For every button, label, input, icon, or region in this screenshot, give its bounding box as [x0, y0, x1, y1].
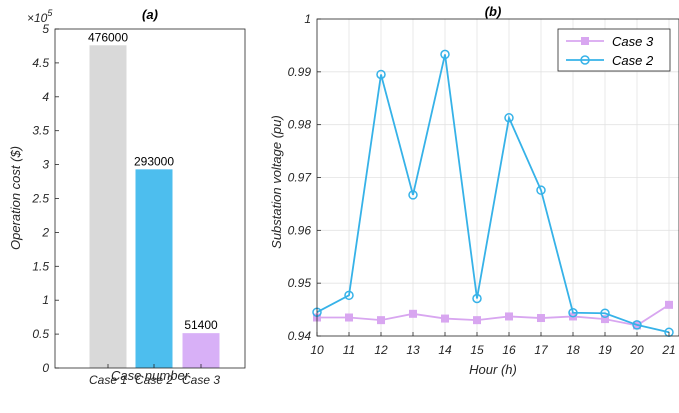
- line-series-group: [312, 49, 674, 338]
- line-y-tick-label: 0.95: [288, 276, 312, 290]
- bar-x-tick-label: Case 2: [135, 373, 173, 387]
- bar-y-tick-label: 2.5: [31, 192, 49, 206]
- line-x-tick-label: 16: [502, 343, 516, 357]
- line-x-tick-label: 18: [566, 343, 580, 357]
- series-case-3-point: [345, 313, 353, 322]
- line-x-ticks: 10 11 12 13 14 15 16 17 18 19 20 21: [310, 332, 676, 357]
- series-case-3-point: [377, 316, 385, 325]
- exponent-label: ×105: [27, 8, 53, 25]
- bar-y-tick-label: 2: [41, 225, 49, 239]
- line-chart-title: (b): [485, 4, 502, 19]
- bar-2: [135, 169, 173, 368]
- legend-case-3-label: Case 3: [612, 34, 654, 49]
- line-y-ticks: 0.94 0.95 0.96 0.97 0.98 0.99 1: [288, 12, 321, 343]
- line-y-tick-label: 0.97: [288, 171, 313, 185]
- bar-1: [89, 45, 127, 368]
- series-case-2-point: [504, 113, 514, 123]
- line-y-tick-label: 0.96: [288, 223, 312, 237]
- bar-y-tick-label: 3.5: [32, 124, 49, 138]
- bar-3: [182, 333, 220, 368]
- series-case-3-point: [505, 312, 513, 321]
- series-case-3-point: [409, 309, 417, 318]
- bar-x-ticks: Case 1 Case 2 Case 3: [89, 364, 220, 387]
- series-case-2-point: [568, 308, 578, 318]
- series-case-3-line: [317, 304, 670, 327]
- series-case-2-point: [408, 190, 418, 200]
- series-case-2-point: [600, 308, 610, 319]
- line-x-tick-label: 15: [470, 343, 484, 357]
- bar-y-tick-label: 1.5: [32, 259, 49, 273]
- bar-y-tick-label: 4.5: [32, 56, 49, 70]
- bar-series: 476000 293000 51400: [88, 30, 220, 368]
- series-case-3-point: [665, 300, 673, 309]
- line-x-tick-label: 19: [598, 343, 612, 357]
- series-case-2: [312, 49, 674, 338]
- line-y-tick-label: 0.98: [288, 118, 312, 132]
- bar-x-tick-label: Case 1: [89, 373, 127, 387]
- series-case-2-line: [316, 54, 670, 334]
- bar-y-tick-label: 5: [42, 22, 49, 36]
- series-case-2-point: [376, 69, 386, 80]
- line-x-tick-label: 10: [310, 343, 324, 357]
- bar-y-tick-label: 1: [42, 293, 49, 307]
- series-case-3: [313, 300, 673, 330]
- line-x-tick-label: 20: [629, 343, 644, 357]
- line-x-tick-label: 13: [406, 343, 420, 357]
- series-case-2-point: [344, 290, 354, 301]
- bar-y-axis-label: Operation cost ($): [8, 146, 23, 250]
- line-x-axis-label: Hour (h): [469, 362, 517, 377]
- legend-case-3-marker: [581, 37, 589, 45]
- line-x-tick-label: 12: [374, 343, 388, 357]
- bar-y-tick-label: 3: [42, 158, 49, 172]
- bar-y-tick-label: 4: [42, 90, 49, 104]
- series-case-2-point: [536, 185, 546, 195]
- line-y-tick-label: 1: [304, 12, 311, 26]
- legend-case-2-marker: [580, 55, 590, 65]
- line-chart-panel: (b) 0.94 0.95 0.96 0.97 0.98 0.99 1 10 11 12 13 14…: [269, 4, 679, 377]
- series-case-3-point: [601, 315, 609, 324]
- line-x-tick-label: 21: [661, 343, 675, 357]
- line-y-axis-label: Substation voltage (pu): [269, 115, 284, 249]
- bar-data-label: 476000: [88, 30, 128, 44]
- series-case-2-point: [632, 320, 642, 330]
- line-legend: Case 3 Case 2: [557, 28, 671, 72]
- bar-y-ticks: 0 0.5 1 1.5 2 2.5 3 3.5 4 4.5 5: [31, 22, 59, 375]
- bar-chart-panel: (a) ×105 476000 293000 51400 0 0.5 1 1.5 2 2.5 3…: [8, 7, 246, 387]
- series-case-3-point: [473, 316, 481, 325]
- bar-data-label: 293000: [134, 154, 174, 168]
- series-case-2-point: [440, 49, 450, 60]
- bar-data-label: 51400: [184, 318, 218, 332]
- series-case-3-point: [537, 314, 545, 323]
- legend-box: [557, 28, 671, 72]
- line-x-tick-label: 14: [438, 343, 452, 357]
- series-case-2-point: [472, 293, 482, 304]
- series-case-3-point: [441, 314, 449, 323]
- line-x-tick-label: 11: [343, 343, 355, 357]
- bar-x-tick-label: Case 3: [182, 373, 220, 387]
- bar-y-tick-label: 0: [42, 361, 49, 375]
- line-y-tick-label: 0.94: [288, 329, 312, 343]
- bar-y-tick-label: 0.5: [32, 327, 49, 341]
- line-y-tick-label: 0.99: [288, 65, 312, 79]
- bar-x-axis-label: Case number: [111, 368, 190, 383]
- legend-case-2-label: Case 2: [612, 53, 654, 68]
- line-x-tick-label: 17: [534, 343, 549, 357]
- bar-chart-title: (a): [142, 7, 158, 22]
